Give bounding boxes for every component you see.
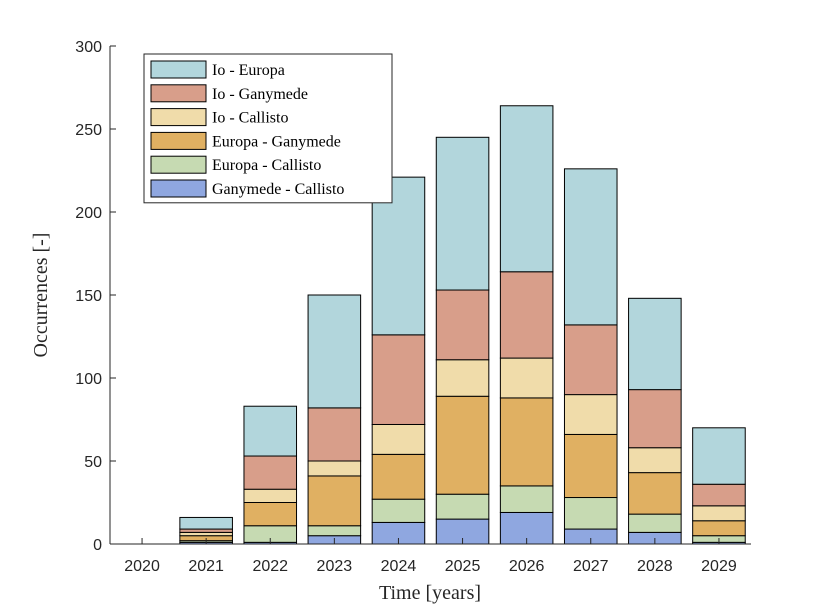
legend-swatch [150,155,207,174]
x-tick-label: 2025 [445,558,481,575]
legend-label: Io - Ganymede [212,86,308,103]
bar-2028-europa-ganymede [628,472,682,515]
bar-2029-io-ganymede [692,483,746,507]
x-tick-label: 2029 [701,558,737,575]
legend-label: Ganymede - Callisto [212,181,344,198]
bar-2026-europa-ganymede [499,397,554,487]
bar-2028-io-callisto [628,447,682,474]
bar-2026-io-callisto [499,357,554,399]
bar-2028-io-ganymede [628,389,682,449]
bar-2024-europa-ganymede [371,453,426,500]
bar-2024-europa-callisto [371,498,426,523]
bar-2023-io-ganymede [307,407,362,462]
y-tick-label: 100 [75,371,102,388]
bar-2029-io-europa [692,427,746,485]
bar-2024-io-callisto [371,423,426,455]
legend-label: Europa - Ganymede [212,133,341,150]
legend-swatch [150,179,207,198]
legend-label: Io - Europa [212,62,285,79]
x-tick-label: 2023 [317,558,353,575]
y-tick-label: 50 [84,454,102,471]
x-tick-label: 2024 [381,558,417,575]
y-axis-title: Occurrences [-] [30,233,52,358]
bar-2027-io-ganymede [563,324,618,396]
legend-label: Europa - Callisto [212,157,321,174]
x-tick-label: 2028 [637,558,673,575]
legend-swatch [150,60,207,79]
x-tick-label: 2027 [573,558,609,575]
legend-swatch [150,84,207,103]
bar-2027-io-europa [563,168,618,326]
y-tick-label: 250 [75,122,102,139]
legend-box [143,53,393,204]
bar-2028-europa-callisto [628,513,682,533]
bar-2023-io-callisto [307,460,362,477]
axes-layer: 0 50 100 150 200 250 300 2020 2021 2022 2023 2024 20… [75,39,751,575]
bar-2023-io-europa [307,294,362,409]
bar-2026-europa-callisto [499,485,554,513]
bar-2024-io-ganymede [371,334,426,425]
bar-2028-io-europa [628,297,682,391]
bar-2025-io-ganymede [435,289,490,361]
legend-swatch [150,131,207,150]
bar-2023-europa-callisto [307,525,362,537]
bar-2029-io-callisto [692,505,746,522]
bar-2025-europa-callisto [435,493,490,520]
legend-swatch [150,108,207,127]
bar-2029-europa-ganymede [692,520,746,537]
x-axis-title: Time [years] [379,582,481,604]
y-tick-label: 200 [75,205,102,222]
bar-2027-io-callisto [563,394,618,435]
bar-2021-io-europa [179,516,233,530]
bars-layer [179,105,746,545]
bar-2024-io-europa [371,176,426,336]
bar-2025-io-callisto [435,359,490,397]
bar-2027-europa-callisto [563,497,618,530]
x-tick-label: 2020 [124,558,160,575]
bar-2022-io-europa [243,405,298,457]
x-tick-label: 2022 [252,558,288,575]
bar-2022-io-callisto [243,488,298,504]
y-tick-label: 150 [75,288,102,305]
bar-2022-io-ganymede [243,455,298,490]
bar-2025-europa-ganymede [435,395,490,495]
bar-2026-io-ganymede [499,271,554,359]
bar-2025-io-europa [435,136,490,291]
y-tick-label: 0 [93,537,102,554]
x-tick-label: 2021 [188,558,224,575]
x-tick-label: 2026 [509,558,545,575]
bar-2026-io-europa [499,105,554,273]
legend: Io - Europa Io - Ganymede Io - Callisto Eur… [143,53,393,204]
y-tick-label: 300 [75,39,102,56]
bar-2023-europa-ganymede [307,475,362,527]
bar-2027-europa-ganymede [563,433,618,499]
legend-label: Io - Callisto [212,110,288,127]
bar-2022-europa-ganymede [243,502,298,527]
